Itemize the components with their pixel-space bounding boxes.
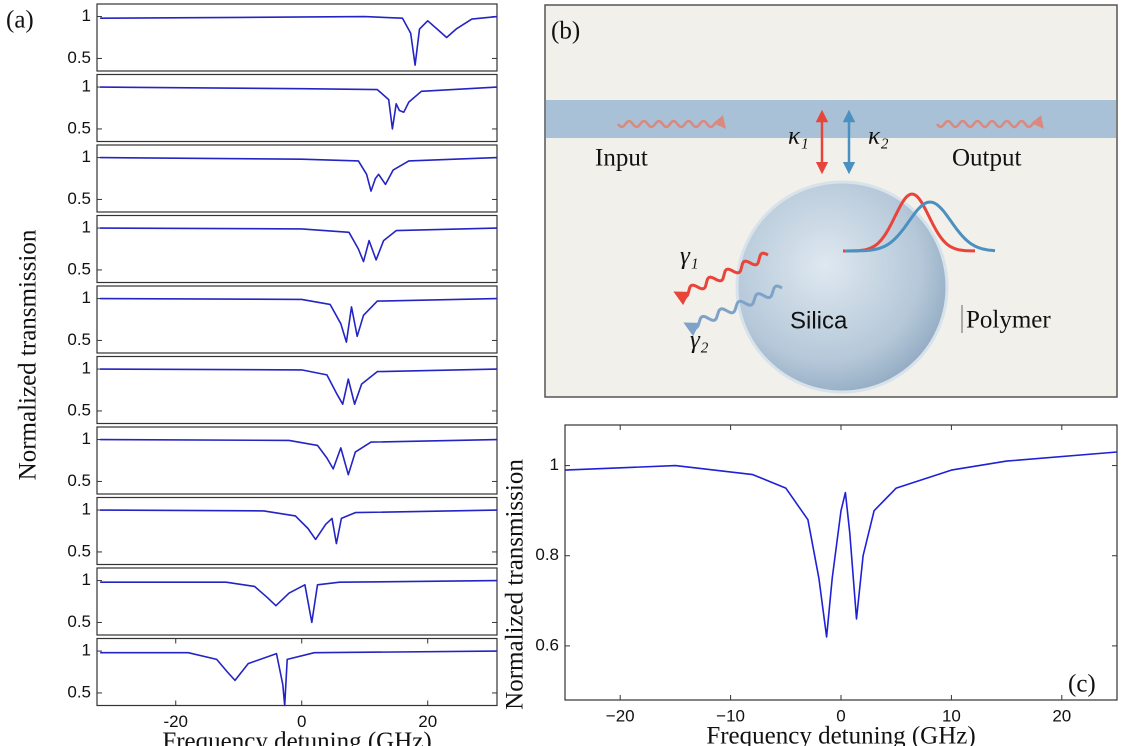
y-tick-label: 0.5 <box>67 612 91 631</box>
y-tick-label: 0.5 <box>67 682 91 701</box>
y-tick-label: 0.5 <box>67 189 91 208</box>
output-wave <box>936 115 1044 129</box>
x-axis-label: Frequency detuning (GHz) <box>706 723 975 746</box>
subplot: 0.51 <box>67 355 498 425</box>
loss-wave <box>673 251 769 306</box>
subplot: 0.51 <box>67 285 498 354</box>
y-tick-label: 0.5 <box>67 541 91 560</box>
subplot: 0.51 <box>67 144 498 213</box>
subplot: 0.51 <box>67 496 498 566</box>
line-series <box>100 15 498 66</box>
subplot: 0.51 <box>67 3 498 72</box>
x-tick-label: 20 <box>1052 706 1071 725</box>
charts: 0.510.510.510.510.510.510.510.510.510.51… <box>67 3 1118 746</box>
x-tick-label: 20 <box>418 712 437 731</box>
waveguide <box>546 100 1116 138</box>
y-tick-label: 0.5 <box>67 471 91 490</box>
y-tick-label: 1 <box>82 641 91 660</box>
y-tick-label: 1 <box>82 218 91 237</box>
plot-area <box>96 3 498 72</box>
x-axis-label: Frequency detuning (GHz) <box>162 728 431 746</box>
y-tick-label: 0.5 <box>67 48 91 67</box>
x-tick-label: 10 <box>942 706 961 725</box>
subplot: 0.51 <box>67 567 498 636</box>
mode-profile <box>845 200 996 253</box>
y-tick-label: 0.8 <box>535 545 559 564</box>
line-series <box>100 368 498 405</box>
x-tick-label: −20 <box>606 706 635 725</box>
y-tick-label: 1 <box>82 77 91 96</box>
panel-label: (c) <box>1068 671 1096 698</box>
y-tick-label: 0.6 <box>535 635 559 654</box>
y-tick-label: 1 <box>550 455 559 474</box>
y-tick-label: 1 <box>82 147 91 166</box>
y-tick-label: 0.5 <box>67 400 91 419</box>
x-tick-label: -20 <box>163 712 188 731</box>
x-tick-label: 0 <box>297 712 306 731</box>
gamma-label: γ₁ <box>680 243 699 270</box>
diagram: (b) Input Output κ₁ κ₂ γ₁ γ₂ Silica Poly… <box>544 4 1118 398</box>
plot-area <box>564 424 1118 701</box>
plot-area <box>96 214 498 284</box>
input-label: Input <box>595 145 648 172</box>
y-tick-label: 0.5 <box>67 118 91 137</box>
plot-area <box>96 637 498 707</box>
kappa-label: κ₂ <box>868 123 889 150</box>
input-wave <box>617 115 726 129</box>
line-series <box>100 297 498 343</box>
silica-label: Silica <box>790 307 848 334</box>
y-tick-label: 1 <box>82 288 91 307</box>
y-tick-label: 1 <box>82 500 91 519</box>
line-series <box>100 156 498 192</box>
subplot: 0.51 <box>67 214 498 284</box>
plot-area <box>96 496 498 566</box>
line-series <box>100 579 498 624</box>
y-tick-label: 0.5 <box>67 259 91 278</box>
subplot: 0.51 <box>67 426 498 495</box>
x-tick-label: 0 <box>836 706 845 725</box>
y-tick-label: 0.5 <box>67 330 91 349</box>
line-series <box>100 438 498 476</box>
plot-area <box>96 355 498 425</box>
x-tick-label: −10 <box>716 706 745 725</box>
loss-wave <box>683 284 783 337</box>
output-label: Output <box>952 145 1022 172</box>
line-series <box>564 451 1118 638</box>
line-series <box>100 86 498 130</box>
plot-area <box>96 73 498 143</box>
subplot: 0.51 <box>67 73 498 143</box>
gamma-label: γ₂ <box>690 327 709 354</box>
plot-area <box>96 144 498 213</box>
plot-area <box>96 567 498 636</box>
line-series <box>100 650 498 707</box>
plot-area <box>96 426 498 495</box>
panel-label: (b) <box>551 18 580 45</box>
y-tick-label: 1 <box>82 6 91 25</box>
plot-area <box>96 285 498 354</box>
line-series <box>100 509 498 545</box>
y-tick-label: 1 <box>82 359 91 378</box>
subplot: 0.6 0.8 1 −20 −10 0 10 20 Frequency detuning (GH… <box>502 424 1118 746</box>
y-axis-label: Normalized transmission <box>15 229 42 480</box>
y-tick-label: 1 <box>82 429 91 448</box>
y-axis-label: Normalized transmission <box>502 459 529 710</box>
y-tick-label: 1 <box>82 570 91 589</box>
panel-label: (a) <box>6 7 34 34</box>
line-series <box>100 227 498 263</box>
microsphere <box>735 180 949 394</box>
polymer-label: Polymer <box>966 307 1051 334</box>
kappa-label: κ₁ <box>788 123 809 150</box>
